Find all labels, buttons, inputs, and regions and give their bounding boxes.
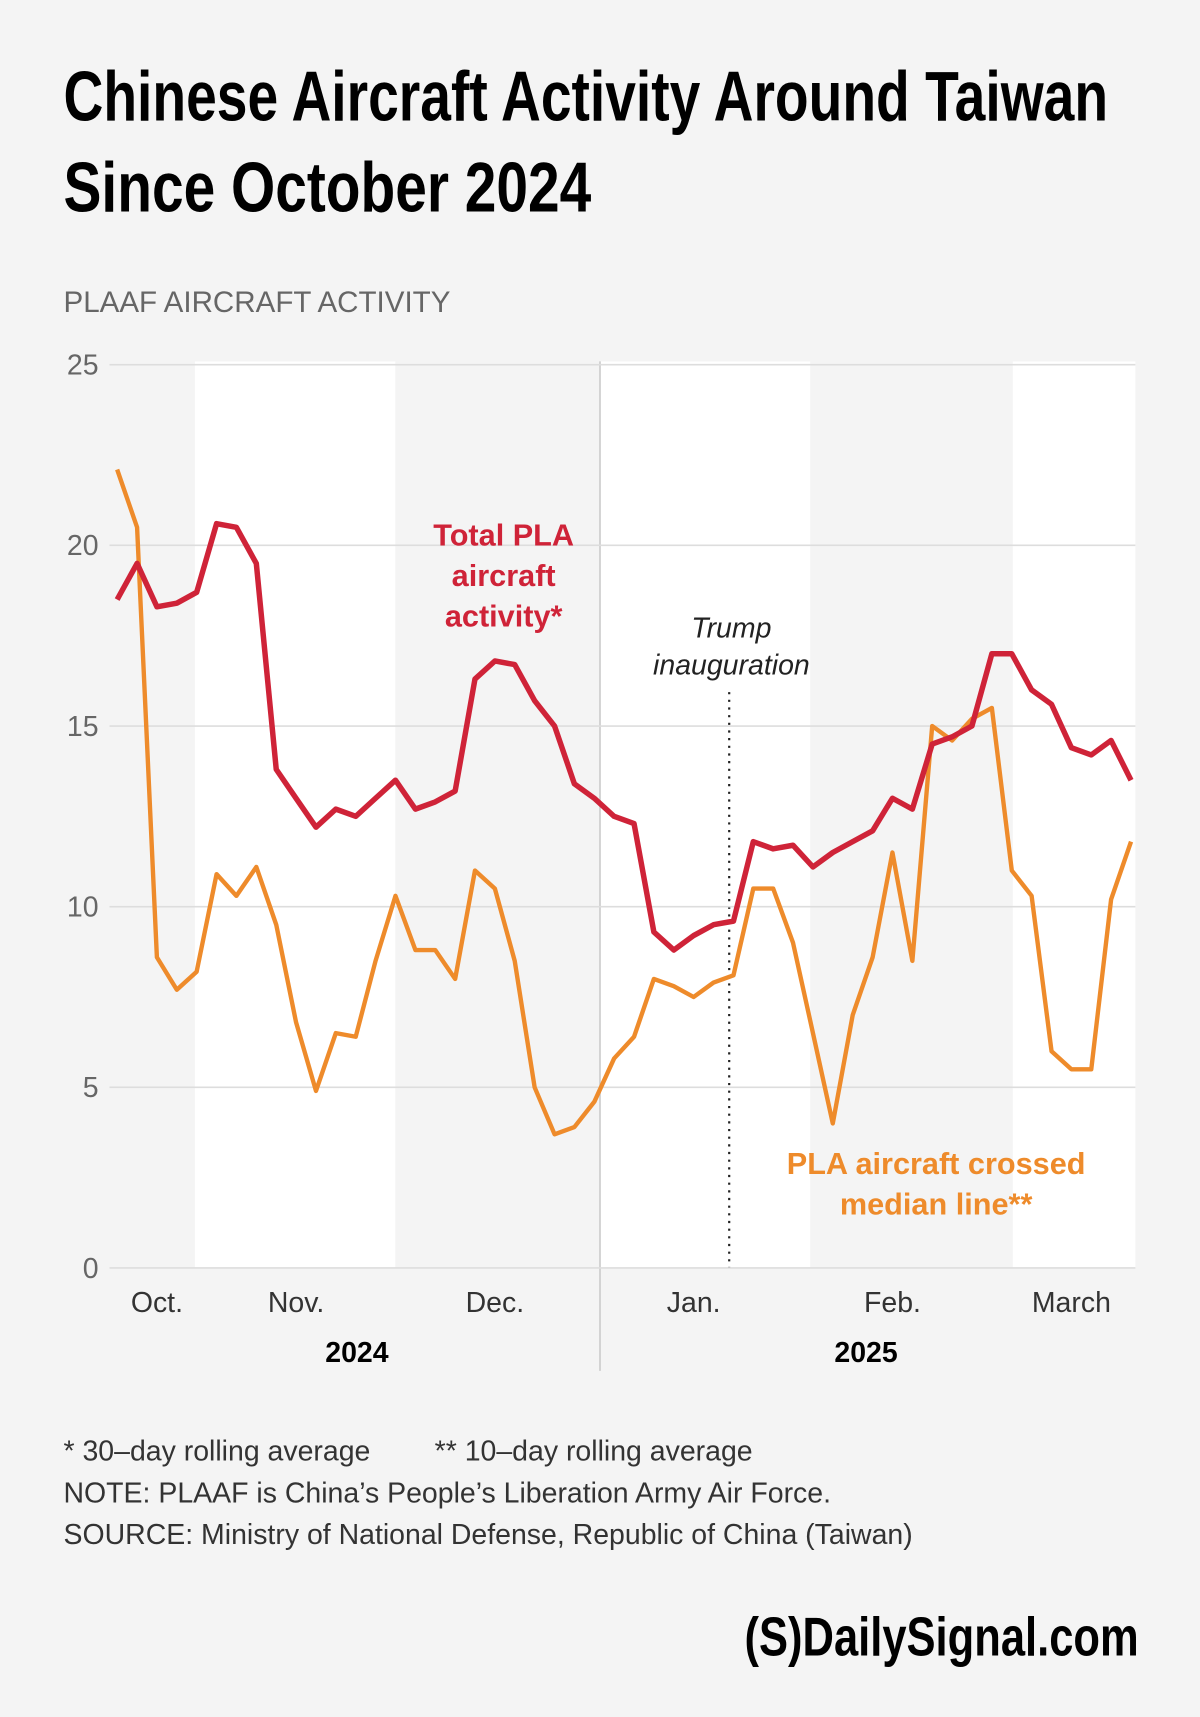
chart-title: Since October 2024 — [64, 148, 592, 226]
y-tick-label: 25 — [67, 350, 99, 382]
y-axis-label: PLAAF AIRCRAFT ACTIVITY — [64, 286, 451, 319]
series-label: PLA aircraft crossed median line** — [786, 1146, 1086, 1221]
month-band — [194, 361, 396, 1268]
series-line — [114, 520, 1134, 953]
x-tick-label: Oct. — [131, 1287, 183, 1319]
y-tick-label: 10 — [67, 892, 99, 924]
month-band — [600, 361, 811, 1268]
annotation-frame: Trump inauguration — [653, 611, 810, 682]
footnote: SOURCE: Ministry of National Defense, Re… — [64, 1519, 913, 1551]
annotation: Trump inauguration — [653, 611, 810, 682]
x-tick-label: Nov. — [268, 1287, 324, 1319]
y-tick-label: 0 — [83, 1253, 99, 1285]
x-tick-label: March — [1032, 1287, 1111, 1319]
month-band — [1012, 361, 1136, 1268]
y-tick-label: 5 — [83, 1072, 99, 1104]
series-label-frame: Total PLA aircraft activity* — [433, 517, 575, 633]
x-tick-label: Dec. — [466, 1287, 525, 1319]
footnote: NOTE: PLAAF is China’s People’s Liberati… — [64, 1477, 832, 1509]
chart-title: Chinese Aircraft Activity Around Taiwan — [64, 58, 1109, 136]
y-tick-label: 15 — [67, 711, 99, 743]
year-label: 2025 — [834, 1337, 897, 1369]
footnote: * 30–day rolling average — [64, 1436, 371, 1468]
year-label: 2024 — [325, 1337, 388, 1369]
y-tick-label: 20 — [67, 530, 99, 562]
series-label: Total PLA aircraft activity* — [433, 517, 575, 633]
logo: (S)DailySignal.com — [745, 1606, 1139, 1668]
series-label-frame: PLA aircraft crossed median line** — [786, 1146, 1086, 1221]
x-tick-label: Jan. — [667, 1287, 721, 1319]
footnote: ** 10–day rolling average — [435, 1436, 753, 1468]
x-tick-label: Feb. — [864, 1287, 921, 1319]
